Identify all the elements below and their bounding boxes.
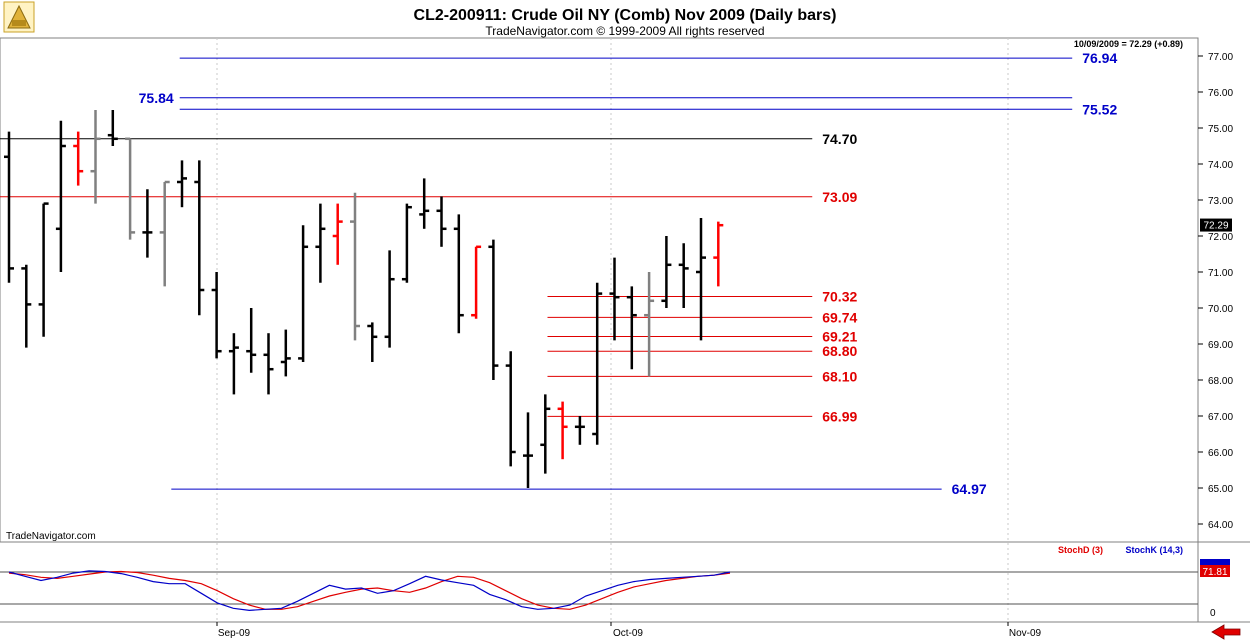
ohlc-bar (211, 272, 222, 359)
price-level-label: 69.74 (822, 309, 857, 325)
scroll-left-icon[interactable] (1211, 624, 1241, 640)
ohlc-bar (194, 160, 205, 316)
ohlc-bar (73, 131, 84, 186)
ohlc-bar (540, 394, 551, 474)
price-level-label: 66.99 (822, 408, 857, 424)
price-level-label: 76.94 (1082, 50, 1117, 66)
ohlc-bar (159, 180, 170, 287)
last-price-label: 72.29 (1203, 221, 1228, 232)
ohlc-bar (471, 245, 482, 319)
last-price-note: 10/09/2009 = 72.29 (+0.89) (1074, 39, 1183, 49)
stoch-d-legend: StochD (3) (1058, 545, 1103, 555)
y-tick-label: 72.00 (1208, 232, 1233, 243)
ohlc-bar (696, 218, 706, 341)
ohlc-bar (436, 196, 447, 247)
price-level-label: 64.97 (952, 481, 987, 497)
stoch-last-value: 71.81 (1202, 567, 1227, 578)
chart-subtitle: TradeNavigator.com © 1999-2009 All right… (485, 24, 764, 38)
ohlc-bar (21, 264, 32, 348)
y-tick-label: 69.00 (1208, 340, 1233, 351)
x-tick-label: Nov-09 (1009, 628, 1042, 639)
ohlc-bar (107, 110, 118, 146)
price-level-label: 68.10 (822, 368, 857, 384)
ohlc-bar (298, 225, 309, 362)
x-tick-label: Oct-09 (613, 628, 643, 639)
ohlc-bar (592, 282, 603, 445)
y-tick-label: 71.00 (1208, 268, 1233, 279)
y-tick-label: 64.00 (1208, 520, 1233, 531)
ohlc-bar (4, 131, 14, 283)
watermark: TradeNavigator.com (6, 531, 96, 542)
stochastic-panel (0, 570, 1198, 612)
y-tick-label: 74.00 (1208, 160, 1233, 171)
ohlc-bar (280, 329, 291, 377)
stoch-series-line (8, 570, 731, 610)
price-level-label: 75.84 (139, 90, 174, 106)
ohlc-bar (177, 160, 187, 208)
price-level-label: 69.21 (822, 328, 857, 344)
ohlc-bar (609, 257, 620, 341)
ohlc-bar (678, 243, 689, 308)
price-level-label: 73.09 (822, 189, 857, 205)
y-tick-label: 66.00 (1208, 448, 1233, 459)
ohlc-bars (4, 110, 724, 488)
y-tick-label: 76.00 (1208, 88, 1233, 99)
y-tick-label: 70.00 (1208, 304, 1233, 315)
y-tick-label: 75.00 (1208, 124, 1233, 135)
stoch-last-tag: 71.81 (1200, 559, 1230, 578)
stoch-series-line (8, 570, 731, 612)
ohlc-bar (488, 239, 499, 380)
price-level-label: 75.52 (1082, 101, 1117, 117)
y-tick-label: 77.00 (1208, 52, 1233, 63)
ohlc-bar (505, 351, 516, 467)
stoch-k-legend: StochK (14,3) (1125, 545, 1183, 555)
ohlc-bar (453, 214, 464, 334)
y-tick-label: 68.00 (1208, 376, 1233, 387)
price-level-label: 68.80 (822, 343, 857, 359)
x-tick-label: Sep-09 (218, 628, 251, 639)
ohlc-bar (523, 412, 533, 488)
ohlc-bar (419, 178, 430, 229)
ohlc-bar (350, 192, 360, 341)
stoch-axis-zero: 0 (1210, 608, 1216, 619)
ohlc-bar (401, 203, 412, 283)
ohlc-bar (55, 120, 66, 272)
ohlc-bar (90, 110, 101, 204)
ohlc-bar (246, 308, 257, 373)
ohlc-bar (332, 203, 343, 265)
ohlc-bar (626, 286, 637, 370)
ohlc-bar (263, 333, 274, 395)
ohlc-bar (367, 322, 378, 362)
chart-title: CL2-200911: Crude Oil NY (Comb) Nov 2009… (414, 7, 837, 24)
ohlc-bar (142, 189, 153, 258)
ohlc-bar (557, 401, 568, 460)
ohlc-bar (315, 203, 326, 283)
ohlc-bar (713, 221, 724, 287)
trade-navigator-logo-icon (3, 1, 35, 33)
ohlc-bar (574, 416, 585, 445)
price-axis: 64.00 65.00 66.00 67.00 68.00 69.00 70.00 71.00… (1198, 52, 1233, 531)
last-price-tag: 72.29 (1200, 218, 1232, 232)
date-axis: Sep-09 Oct-09 Nov-09 (216, 622, 1042, 639)
y-tick-label: 65.00 (1208, 484, 1233, 495)
ohlc-bar (384, 250, 395, 348)
y-tick-label: 73.00 (1208, 196, 1233, 207)
y-tick-label: 67.00 (1208, 412, 1233, 423)
price-level-label: 70.32 (822, 288, 857, 304)
ohlc-bar (125, 137, 136, 240)
ohlc-bar (38, 202, 49, 337)
price-level-label: 74.70 (822, 131, 857, 147)
ohlc-bar (644, 272, 655, 377)
price-levels: 76.94 75.84 75.52 74.70 73.09 70.32 69.74 69.21… (0, 50, 1117, 497)
ohlc-bar (661, 236, 672, 308)
ohlc-bar (228, 333, 239, 395)
stoch-legend: StochD (3) StochK (14,3) (1058, 545, 1183, 555)
